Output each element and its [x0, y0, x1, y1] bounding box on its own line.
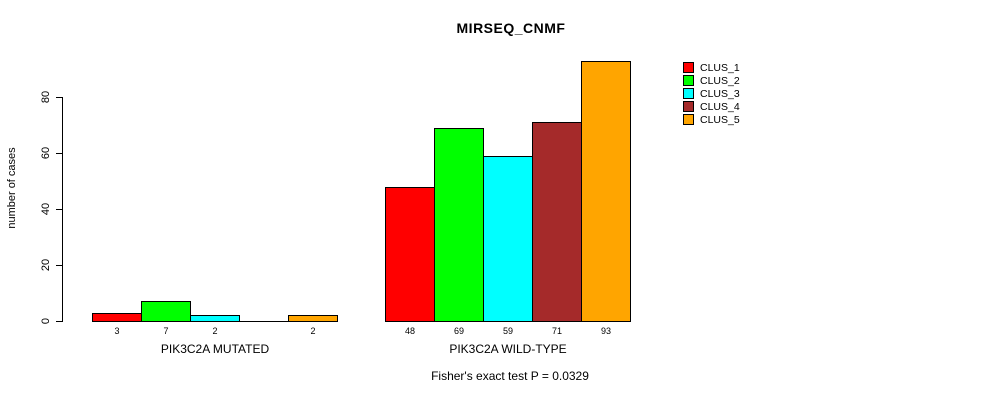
bar-clus_2-group1 [141, 301, 191, 322]
legend-swatch [683, 62, 694, 73]
bar-value-label: 2 [212, 326, 218, 336]
bar-value-label: 93 [600, 326, 612, 336]
chart-title: MIRSEQ_CNMF [456, 20, 566, 36]
legend: CLUS_1 CLUS_2 CLUS_3 CLUS_4 CLUS_5 [683, 61, 740, 126]
legend-item: CLUS_4 [683, 100, 740, 113]
bar-value-label: 3 [114, 326, 120, 336]
bar-clus_1-group1 [92, 313, 142, 322]
y-axis-label: number of cases [6, 147, 18, 229]
legend-label: CLUS_1 [700, 61, 740, 74]
y-tick-label: 0 [40, 317, 52, 325]
legend-label: CLUS_5 [700, 113, 740, 126]
bar-clus_3-group1 [190, 315, 240, 322]
legend-label: CLUS_4 [700, 100, 740, 113]
bar-value-label: 7 [163, 326, 169, 336]
legend-swatch [683, 75, 694, 86]
legend-label: CLUS_3 [700, 87, 740, 100]
group-label: PIK3C2A WILD-TYPE [449, 342, 567, 356]
bar-value-label: 59 [502, 326, 514, 336]
y-tick [56, 321, 63, 322]
bar-clus_5-group1 [288, 315, 338, 322]
legend-swatch [683, 88, 694, 99]
legend-swatch [683, 114, 694, 125]
legend-item: CLUS_2 [683, 74, 740, 87]
y-tick [56, 97, 63, 98]
bar-clus_3-group2 [483, 156, 533, 322]
legend-label: CLUS_2 [700, 74, 740, 87]
y-tick [56, 265, 63, 266]
legend-swatch [683, 101, 694, 112]
bar-clus_4-group2 [532, 122, 582, 322]
y-tick-label: 80 [40, 90, 52, 104]
legend-item: CLUS_1 [683, 61, 740, 74]
y-tick-label: 40 [40, 202, 52, 216]
legend-item: CLUS_3 [683, 87, 740, 100]
y-tick-label: 20 [40, 258, 52, 272]
group-label: PIK3C2A MUTATED [160, 342, 270, 356]
y-tick [56, 209, 63, 210]
bar-value-label: 48 [404, 326, 416, 336]
legend-item: CLUS_5 [683, 113, 740, 126]
bar-value-label: 69 [453, 326, 465, 336]
footer-note: Fisher's exact test P = 0.0329 [431, 369, 589, 383]
y-tick-label: 60 [40, 146, 52, 160]
bar-value-label: 71 [551, 326, 563, 336]
bar-clus_1-group2 [385, 187, 435, 322]
bar-value-label: 2 [310, 326, 316, 336]
y-tick [56, 153, 63, 154]
bar-clus_2-group2 [434, 128, 484, 322]
bar-clus_5-group2 [581, 61, 631, 322]
bar-clus_4-group1 [239, 321, 289, 322]
